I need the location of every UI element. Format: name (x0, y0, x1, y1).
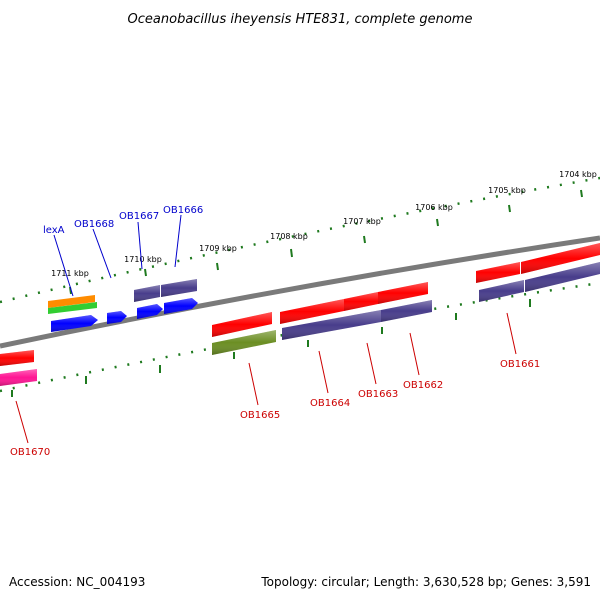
gene-arrow[interactable] (48, 302, 97, 314)
genome-summary: Topology: circular; Length: 3,630,528 bp… (260, 575, 591, 589)
gene-label-OB1667[interactable]: OB1667 (119, 211, 159, 222)
lower-gene-labels: OB1670 OB1665 OB1664 OB1663 OB1662 OB166… (10, 312, 540, 458)
gene-arrow[interactable] (107, 311, 127, 324)
backbone (0, 235, 600, 349)
tick-label: 1709 kbp (199, 244, 237, 253)
gene-label-OB1670[interactable]: OB1670 (10, 447, 50, 458)
upper-gene-labels: lexA OB1668 OB1667 OB1666 (43, 205, 203, 297)
gene-label-OB1661[interactable]: OB1661 (500, 359, 540, 370)
gene-arrow[interactable] (381, 300, 432, 322)
gene-label-OB1666[interactable]: OB1666 (163, 205, 203, 216)
genome-ring (0, 176, 600, 393)
lower-features (0, 243, 600, 386)
gene-label-lexA[interactable]: lexA (43, 225, 65, 236)
gene-arrow[interactable] (280, 299, 344, 324)
gene-arrow[interactable] (525, 262, 600, 292)
gene-arrow[interactable] (476, 262, 520, 283)
tick-label: 1711 kbp (51, 269, 89, 278)
gene-arrow[interactable] (161, 279, 197, 297)
gene-arrow[interactable] (134, 285, 160, 302)
accession-label: Accession: NC_004193 (9, 575, 145, 589)
gene-arrow[interactable] (378, 282, 428, 304)
gene-label-OB1665[interactable]: OB1665 (240, 410, 280, 421)
gene-label-OB1662[interactable]: OB1662 (403, 380, 443, 391)
tick-label: 1706 kbp (415, 203, 453, 212)
tick-labels: 1711 kbp 1710 kbp 1709 kbp 1708 kbp 1707… (51, 170, 597, 295)
gene-arrow[interactable] (51, 315, 98, 332)
map-title: Oceanobacillus iheyensis HTE831, complet… (128, 12, 473, 27)
gene-arrow[interactable] (0, 369, 37, 386)
gene-label-OB1664[interactable]: OB1664 (310, 398, 350, 409)
gene-arrow[interactable] (48, 295, 95, 308)
gene-arrow[interactable] (521, 243, 600, 274)
gene-label-OB1663[interactable]: OB1663 (358, 389, 398, 400)
upper-features (48, 279, 198, 332)
tick-label: 1707 kbp (343, 217, 381, 226)
gene-arrow[interactable] (282, 310, 381, 340)
gene-arrow[interactable] (479, 280, 524, 302)
tick-label: 1710 kbp (124, 255, 162, 264)
lower-track-ticks (11, 299, 531, 397)
tick-label: 1705 kbp (488, 186, 526, 195)
gene-arrow[interactable] (164, 298, 198, 314)
tick-label: 1708 kbp (270, 232, 308, 241)
gene-arrow[interactable] (212, 330, 276, 355)
tick-label: 1704 kbp (559, 170, 597, 179)
gene-label-OB1668[interactable]: OB1668 (74, 219, 114, 230)
gene-arrow[interactable] (137, 304, 163, 319)
gene-arrow[interactable] (212, 312, 272, 337)
gene-arrow[interactable] (0, 350, 34, 366)
gene-arrow[interactable] (344, 292, 378, 311)
